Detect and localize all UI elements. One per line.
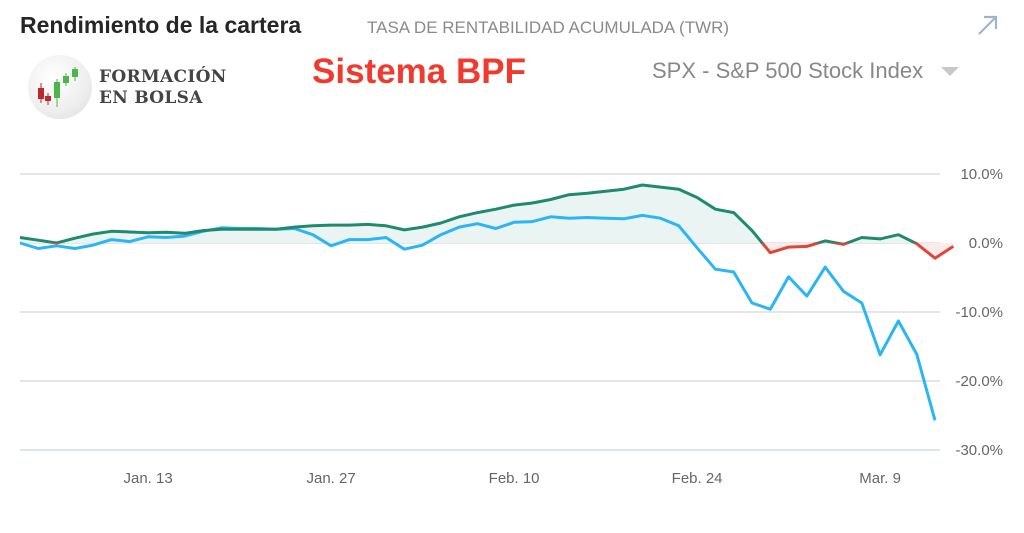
caret-down-icon bbox=[941, 66, 960, 76]
benchmark-selected: SPX - S&P 500 Stock Index bbox=[652, 58, 924, 83]
y-tick-label: 0.0% bbox=[969, 235, 1003, 252]
logo-line-1: FORMACIÓN bbox=[99, 67, 227, 87]
x-tick-label: Feb. 24 bbox=[672, 470, 723, 487]
y-tick-label: -20.0% bbox=[955, 373, 1003, 390]
x-tick-label: Mar. 9 bbox=[859, 470, 901, 487]
arrow-up-right-icon[interactable] bbox=[975, 12, 1001, 38]
benchmark-line bbox=[19, 213, 937, 421]
y-tick-label: 10.0% bbox=[960, 166, 1003, 183]
logo-line-2: EN BOLSA bbox=[99, 88, 203, 108]
y-tick-label: -10.0% bbox=[955, 304, 1003, 321]
portfolio-area-positive bbox=[20, 185, 954, 243]
benchmark-select[interactable]: SPX - S&P 500 Stock Index bbox=[652, 58, 960, 84]
chart-title: Rendimiento de la cartera bbox=[20, 12, 302, 38]
x-tick-label: Jan. 27 bbox=[306, 470, 355, 487]
brand-label: Sistema BPF bbox=[312, 52, 526, 91]
x-tick-label: Jan. 13 bbox=[123, 470, 172, 487]
portfolio-line-positive bbox=[19, 183, 919, 243]
y-tick-label: -30.0% bbox=[955, 442, 1003, 459]
chart-subtitle: TASA DE RENTABILIDAD ACUMULADA (TWR) bbox=[367, 18, 730, 37]
logo-text: FORMACIÓN EN BOLSA bbox=[99, 67, 227, 109]
portfolio-line-negative bbox=[46, 243, 955, 260]
candlestick-icon bbox=[28, 55, 92, 119]
x-tick-label: Feb. 10 bbox=[489, 470, 540, 487]
formacion-en-bolsa-logo: FORMACIÓN EN BOLSA bbox=[28, 55, 228, 123]
